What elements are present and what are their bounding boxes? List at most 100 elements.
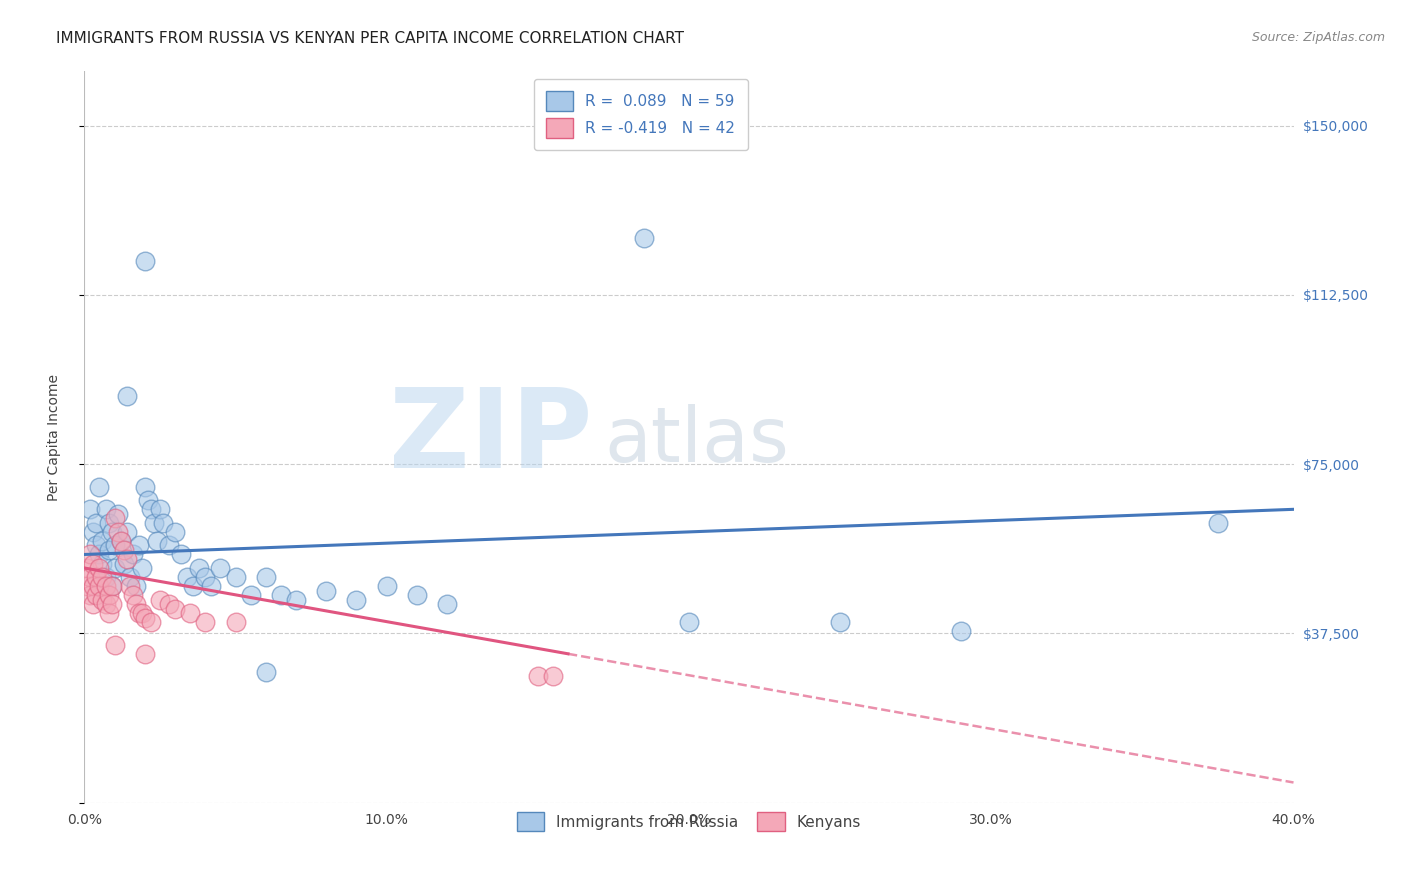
Point xyxy=(118,579,141,593)
Point xyxy=(91,592,114,607)
Point xyxy=(115,552,138,566)
Point xyxy=(142,516,165,530)
Point xyxy=(139,502,162,516)
Point xyxy=(107,524,129,539)
Point xyxy=(225,570,247,584)
Point xyxy=(152,516,174,530)
Text: IMMIGRANTS FROM RUSSIA VS KENYAN PER CAPITA INCOME CORRELATION CHART: IMMIGRANTS FROM RUSSIA VS KENYAN PER CAP… xyxy=(56,31,685,46)
Point xyxy=(100,524,122,539)
Point xyxy=(110,533,132,548)
Point xyxy=(89,579,111,593)
Point xyxy=(134,610,156,624)
Point xyxy=(115,389,138,403)
Point xyxy=(131,561,153,575)
Point xyxy=(79,570,101,584)
Point xyxy=(94,597,117,611)
Point xyxy=(121,548,143,562)
Point xyxy=(100,597,122,611)
Point xyxy=(112,543,135,558)
Point xyxy=(125,597,148,611)
Point xyxy=(89,561,111,575)
Point xyxy=(97,516,120,530)
Point xyxy=(200,579,222,593)
Point xyxy=(254,570,277,584)
Point xyxy=(82,597,104,611)
Point xyxy=(128,538,150,552)
Point xyxy=(165,601,187,615)
Point xyxy=(950,624,973,639)
Point xyxy=(118,570,141,584)
Point xyxy=(225,615,247,630)
Point xyxy=(134,254,156,268)
Point xyxy=(157,538,180,552)
Point xyxy=(134,647,156,661)
Point xyxy=(110,533,132,548)
Point xyxy=(86,516,108,530)
Point xyxy=(82,524,104,539)
Point xyxy=(91,557,114,571)
Point xyxy=(315,583,337,598)
Point xyxy=(830,615,852,630)
Point xyxy=(86,588,108,602)
Point xyxy=(527,669,550,683)
Point xyxy=(346,592,368,607)
Point xyxy=(82,557,104,571)
Point xyxy=(76,561,98,575)
Point xyxy=(678,615,700,630)
Point xyxy=(1206,516,1229,530)
Point xyxy=(149,502,172,516)
Point xyxy=(194,615,217,630)
Point xyxy=(97,543,120,558)
Point xyxy=(139,615,162,630)
Point xyxy=(104,638,127,652)
Point xyxy=(194,570,217,584)
Point xyxy=(179,606,201,620)
Point xyxy=(633,231,655,245)
Point xyxy=(115,524,138,539)
Point xyxy=(94,579,117,593)
Point xyxy=(270,588,292,602)
Point xyxy=(97,588,120,602)
Point xyxy=(100,579,122,593)
Point xyxy=(406,588,429,602)
Point xyxy=(157,597,180,611)
Point xyxy=(89,480,111,494)
Text: ZIP: ZIP xyxy=(389,384,592,491)
Point xyxy=(76,579,98,593)
Point xyxy=(136,493,159,508)
Point xyxy=(146,533,169,548)
Point xyxy=(125,579,148,593)
Point xyxy=(86,570,108,584)
Point xyxy=(134,480,156,494)
Point xyxy=(541,669,564,683)
Point xyxy=(149,592,172,607)
Legend: Immigrants from Russia, Kenyans: Immigrants from Russia, Kenyans xyxy=(509,804,869,839)
Point xyxy=(188,561,211,575)
Point xyxy=(104,561,127,575)
Point xyxy=(107,507,129,521)
Point xyxy=(97,606,120,620)
Point xyxy=(239,588,262,602)
Point xyxy=(94,570,117,584)
Point xyxy=(91,570,114,584)
Point xyxy=(104,511,127,525)
Point xyxy=(209,561,232,575)
Point xyxy=(436,597,458,611)
Point xyxy=(86,538,108,552)
Point xyxy=(89,548,111,562)
Point xyxy=(82,579,104,593)
Point xyxy=(112,557,135,571)
Point xyxy=(100,579,122,593)
Point xyxy=(91,533,114,548)
Point xyxy=(128,606,150,620)
Point xyxy=(254,665,277,679)
Point xyxy=(285,592,308,607)
Point xyxy=(165,524,187,539)
Point xyxy=(79,588,101,602)
Point xyxy=(121,588,143,602)
Point xyxy=(375,579,398,593)
Text: atlas: atlas xyxy=(605,404,789,478)
Point xyxy=(181,579,204,593)
Point xyxy=(94,502,117,516)
Y-axis label: Per Capita Income: Per Capita Income xyxy=(46,374,60,500)
